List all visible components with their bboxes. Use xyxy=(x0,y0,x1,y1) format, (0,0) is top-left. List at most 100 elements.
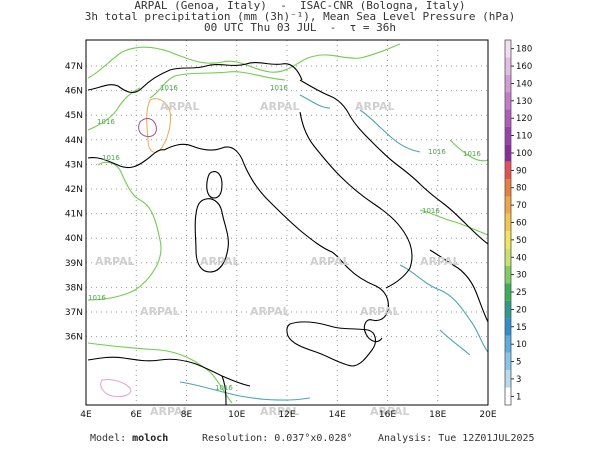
colorbar-swatch xyxy=(505,231,511,249)
latitude-label: 43N xyxy=(65,160,83,170)
colorbar-label: 100 xyxy=(516,149,532,159)
model-label: Model: xyxy=(90,433,127,444)
longitude-label: 14E xyxy=(329,410,346,420)
watermark: ARPAL xyxy=(250,305,290,318)
colorbar-label: 60 xyxy=(516,219,527,229)
colorbar-swatch xyxy=(505,74,511,93)
watermark: ARPAL xyxy=(420,255,460,268)
isobar-label: 1016 xyxy=(428,148,446,156)
isobar-label: 1016 xyxy=(160,84,178,92)
watermark: ARPAL xyxy=(150,405,190,418)
italy-peninsula xyxy=(163,111,413,343)
latitude-label: 44N xyxy=(65,136,83,146)
colorbar-label: 160 xyxy=(516,62,532,72)
isobar-labels: 1016 1016 1016 1016 1016 1016 1016 1016 … xyxy=(88,84,481,392)
longitude-label: 16E xyxy=(379,410,396,420)
longitude-label: 10E xyxy=(228,410,245,420)
watermark: ARPAL xyxy=(160,100,200,113)
precip-colorbar: 1801601401301201101009080706050403025201… xyxy=(504,39,532,406)
watermark: ARPAL xyxy=(200,255,240,268)
coast-tunisia xyxy=(221,375,227,406)
precip-moderate xyxy=(138,118,157,137)
coast-croatia xyxy=(299,79,489,245)
colorbar-label: 1 xyxy=(516,392,521,402)
watermark: ARPAL xyxy=(310,255,350,268)
footer-resolution: Resolution: 0.037°x0.028° xyxy=(202,433,353,444)
watermark: ARPAL xyxy=(95,255,135,268)
isobar-label: 1016 xyxy=(97,118,115,126)
watermark: ARPAL xyxy=(360,305,400,318)
colorbar-swatch xyxy=(505,126,511,145)
colorbar-swatch xyxy=(505,352,511,371)
colorbar-swatch xyxy=(505,265,511,284)
colorbar-label: 20 xyxy=(516,305,527,315)
colorbar-label: 130 xyxy=(516,97,532,107)
latitude-label: 39N xyxy=(65,259,83,269)
colorbar-swatch xyxy=(505,335,511,353)
precip-pink xyxy=(100,379,132,397)
isobar-label: 1016 xyxy=(102,154,120,162)
latitude-label: 47N xyxy=(65,62,83,72)
colorbar-swatch xyxy=(505,318,511,336)
latitude-label: 38N xyxy=(65,283,83,293)
colorbar-label: 90 xyxy=(516,166,527,176)
colorbar-swatch xyxy=(505,370,511,388)
colorbar-swatch xyxy=(505,92,511,110)
colorbar-label: 30 xyxy=(516,271,527,281)
watermark: ARPAL xyxy=(140,305,180,318)
corsica xyxy=(206,171,223,199)
colorbar-label: 50 xyxy=(516,236,527,246)
colorbar-label: 3 xyxy=(516,375,521,385)
graticule xyxy=(86,40,488,405)
isobar-adriatic xyxy=(299,94,421,153)
coast-greece xyxy=(429,249,489,323)
colorbar-label: 110 xyxy=(516,132,532,142)
colorbar-label: 180 xyxy=(516,45,532,55)
coast-france xyxy=(87,149,165,169)
colorbar-label: 5 xyxy=(516,358,521,368)
colorbar-swatch xyxy=(505,179,511,197)
isobar-label: 1016 xyxy=(215,384,233,392)
isobar-label: 1016 xyxy=(422,207,440,215)
watermark: ARPAL xyxy=(260,100,300,113)
longitude-labels: 4E 6E 8E 10E 12E 14E 16E 18E 20E xyxy=(80,410,497,420)
watermark: ARPAL xyxy=(355,100,395,113)
isobar-label: 1016 xyxy=(88,294,106,302)
isobar-label: 1016 xyxy=(270,84,288,92)
latitude-label: 46N xyxy=(65,87,83,97)
latitude-label: 45N xyxy=(65,111,83,121)
longitude-label: 20E xyxy=(479,410,496,420)
colorbar-label: 10 xyxy=(516,340,527,350)
isobars xyxy=(87,43,489,404)
sicily xyxy=(286,321,377,367)
sardinia xyxy=(194,198,229,273)
colorbar-label: 70 xyxy=(516,201,527,211)
colorbar-swatch xyxy=(505,57,511,75)
colorbar-swatch xyxy=(505,387,511,405)
latitude-label: 41N xyxy=(65,210,83,220)
watermark: ARPAL xyxy=(370,405,410,418)
isobar-east xyxy=(419,139,489,236)
isobar-north xyxy=(87,43,401,79)
colorbar-swatch xyxy=(505,40,511,58)
colorbar-label: 120 xyxy=(516,114,532,124)
longitude-label: 12E xyxy=(278,410,295,420)
colorbar-swatch xyxy=(505,196,511,214)
isobar-label: 1016 xyxy=(463,150,481,158)
colorbar-swatch xyxy=(505,161,511,180)
title-line-2: 3h total precipitation (mm (3h)⁻¹), Mean… xyxy=(84,10,516,23)
colorbar-label: 25 xyxy=(516,288,527,298)
colorbar-label: 40 xyxy=(516,253,527,263)
isobar-south xyxy=(87,342,233,404)
longitude-label: 4E xyxy=(80,410,92,420)
title-line-1: ARPAL (Genoa, Italy) - ISAC-CNR (Bologna… xyxy=(134,0,466,12)
map-frame xyxy=(85,39,489,406)
latitude-label: 40N xyxy=(65,234,83,244)
colorbar-swatch xyxy=(505,300,511,319)
footer-analysis: Analysis: Tue 12Z01JUL2025 xyxy=(378,433,535,444)
latitude-label: 36N xyxy=(65,333,83,343)
isobars-alt xyxy=(179,94,489,401)
watermarks: ARPAL ARPAL ARPAL ARPAL ARPAL ARPAL ARPA… xyxy=(95,100,460,418)
colorbar-swatch xyxy=(505,144,511,162)
